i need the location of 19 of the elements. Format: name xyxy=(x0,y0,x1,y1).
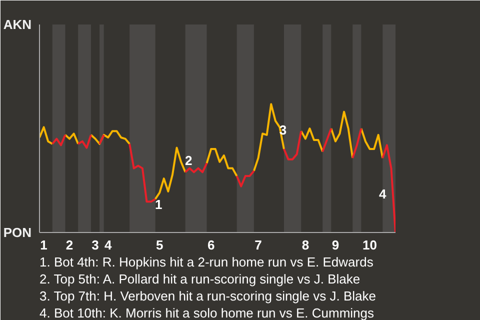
x-tick-label: 10 xyxy=(362,238,378,252)
x-tick-label: 9 xyxy=(332,238,340,252)
x-tick-label: 6 xyxy=(207,238,215,252)
annotation: 4 xyxy=(378,186,387,202)
annotation: 1 xyxy=(155,196,162,212)
x-tick-label: 4 xyxy=(104,238,113,252)
text: 4. Bot 10th: K. Morris hit a solo home run vs E. Cummings xyxy=(40,306,375,320)
text: AKN xyxy=(3,17,32,32)
x-tick-label: 8 xyxy=(302,238,310,252)
x-tick-label: 3 xyxy=(92,238,99,252)
text: 3. Top 7th: H. Verboven hit a run-scoring single vs J. Blake xyxy=(40,288,376,304)
x-tick-label: 7 xyxy=(254,238,262,252)
text: PON xyxy=(3,225,32,240)
x-tick-label: 1 xyxy=(40,238,48,252)
text: 1. Bot 4th: R. Hopkins hit a 2-run home run vs E. Edwards xyxy=(40,254,374,270)
x-tick-label: 2 xyxy=(66,238,74,252)
annotation: 2 xyxy=(185,153,192,168)
text: 2. Top 5th: A. Pollard hit a run-scoring single vs J. Blake xyxy=(40,272,360,286)
x-tick-label: 5 xyxy=(156,238,164,252)
